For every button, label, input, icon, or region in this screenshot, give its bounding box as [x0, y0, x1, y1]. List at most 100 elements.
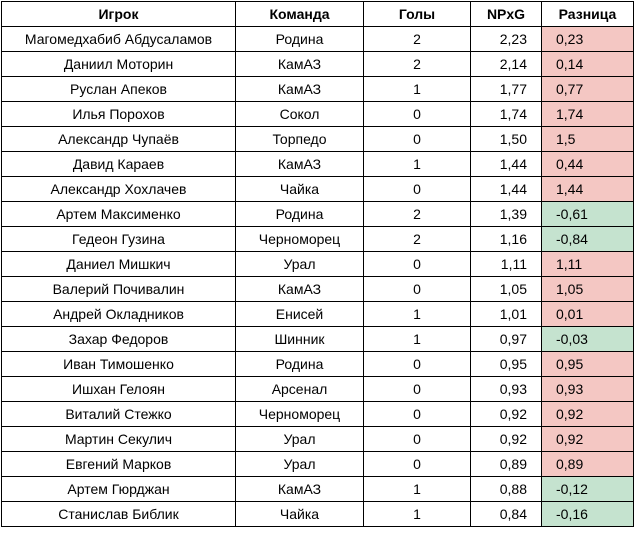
header-team: Команда [235, 1, 364, 27]
cell-npxg: 0,84 [470, 501, 542, 527]
cell-team: Торпедо [235, 126, 364, 152]
cell-player: Артем Максименко [1, 201, 236, 227]
cell-team: Урал [235, 426, 364, 452]
cell-diff: 0,44 [541, 151, 634, 177]
cell-diff: -0,16 [541, 501, 634, 527]
cell-diff: 0,93 [541, 376, 634, 402]
cell-diff: 1,74 [541, 101, 634, 127]
table-row: Иван Тимошенко Родина 0 0,95 0,95 [1, 351, 634, 377]
cell-diff: 1,05 [541, 276, 634, 302]
cell-player: Валерий Почивалин [1, 276, 236, 302]
table-row: Гедеон Гузина Черноморец 2 1,16 -0,84 [1, 226, 634, 252]
cell-goals: 0 [363, 276, 471, 302]
cell-goals: 0 [363, 351, 471, 377]
cell-goals: 2 [363, 226, 471, 252]
cell-goals: 1 [363, 76, 471, 102]
cell-npxg: 1,01 [470, 301, 542, 327]
cell-npxg: 1,44 [470, 151, 542, 177]
cell-team: Шинник [235, 326, 364, 352]
cell-diff: 0,92 [541, 426, 634, 452]
cell-team: Чайка [235, 176, 364, 202]
cell-team: Чайка [235, 501, 364, 527]
cell-npxg: 1,16 [470, 226, 542, 252]
cell-npxg: 1,74 [470, 101, 542, 127]
cell-player: Даниил Моторин [1, 51, 236, 77]
cell-player: Ишхан Гелоян [1, 376, 236, 402]
header-player: Игрок [1, 1, 236, 27]
cell-goals: 0 [363, 401, 471, 427]
cell-goals: 2 [363, 51, 471, 77]
cell-goals: 0 [363, 376, 471, 402]
npxg-table: Игрок Команда Голы NPxG Разница Магомедх… [1, 1, 634, 527]
cell-player: Виталий Стежко [1, 401, 236, 427]
cell-goals: 2 [363, 26, 471, 52]
cell-goals: 2 [363, 201, 471, 227]
cell-team: Енисей [235, 301, 364, 327]
cell-team: КамАЗ [235, 276, 364, 302]
cell-player: Гедеон Гузина [1, 226, 236, 252]
table-row: Артем Максименко Родина 2 1,39 -0,61 [1, 201, 634, 227]
table-row: Валерий Почивалин КамАЗ 0 1,05 1,05 [1, 276, 634, 302]
cell-goals: 0 [363, 101, 471, 127]
cell-npxg: 0,93 [470, 376, 542, 402]
cell-goals: 1 [363, 301, 471, 327]
table-row: Артем Гюрджан КамАЗ 1 0,88 -0,12 [1, 476, 634, 502]
cell-team: Родина [235, 201, 364, 227]
header-goals: Голы [363, 1, 471, 27]
table-row: Захар Федоров Шинник 1 0,97 -0,03 [1, 326, 634, 352]
cell-npxg: 0,88 [470, 476, 542, 502]
cell-diff: -0,12 [541, 476, 634, 502]
cell-npxg: 1,77 [470, 76, 542, 102]
table-body: Магомедхабиб Абдусаламов Родина 2 2,23 0,23 Д… [1, 26, 634, 527]
cell-diff: 1,11 [541, 251, 634, 277]
cell-goals: 1 [363, 476, 471, 502]
cell-npxg: 0,89 [470, 451, 542, 477]
cell-npxg: 0,92 [470, 401, 542, 427]
cell-team: Родина [235, 351, 364, 377]
cell-npxg: 1,50 [470, 126, 542, 152]
cell-diff: 1,44 [541, 176, 634, 202]
cell-npxg: 1,39 [470, 201, 542, 227]
cell-diff: -0,03 [541, 326, 634, 352]
cell-goals: 1 [363, 151, 471, 177]
table-row: Ишхан Гелоян Арсенал 0 0,93 0,93 [1, 376, 634, 402]
cell-npxg: 2,14 [470, 51, 542, 77]
cell-npxg: 2,23 [470, 26, 542, 52]
cell-team: Черноморец [235, 401, 364, 427]
cell-team: КамАЗ [235, 476, 364, 502]
cell-team: Родина [235, 26, 364, 52]
cell-npxg: 0,92 [470, 426, 542, 452]
cell-player: Евгений Марков [1, 451, 236, 477]
cell-npxg: 0,97 [470, 326, 542, 352]
cell-player: Илья Порохов [1, 101, 236, 127]
cell-player: Даниел Мишкич [1, 251, 236, 277]
table-row: Андрей Окладников Енисей 1 1,01 0,01 [1, 301, 634, 327]
cell-team: Черноморец [235, 226, 364, 252]
cell-diff: 0,14 [541, 51, 634, 77]
cell-diff: 0,01 [541, 301, 634, 327]
cell-goals: 0 [363, 251, 471, 277]
table-row: Магомедхабиб Абдусаламов Родина 2 2,23 0,23 [1, 26, 634, 52]
table-row: Станислав Библик Чайка 1 0,84 -0,16 [1, 501, 634, 527]
cell-player: Иван Тимошенко [1, 351, 236, 377]
cell-team: КамАЗ [235, 76, 364, 102]
table-row: Александр Чупаёв Торпедо 0 1,50 1,5 [1, 126, 634, 152]
cell-npxg: 1,44 [470, 176, 542, 202]
header-npxg: NPxG [470, 1, 542, 27]
cell-player: Андрей Окладников [1, 301, 236, 327]
table-row: Давид Караев КамАЗ 1 1,44 0,44 [1, 151, 634, 177]
cell-player: Артем Гюрджан [1, 476, 236, 502]
cell-goals: 0 [363, 426, 471, 452]
cell-player: Станислав Библик [1, 501, 236, 527]
cell-team: КамАЗ [235, 51, 364, 77]
table-row: Даниил Моторин КамАЗ 2 2,14 0,14 [1, 51, 634, 77]
cell-team: КамАЗ [235, 151, 364, 177]
cell-diff: 0,89 [541, 451, 634, 477]
cell-player: Давид Караев [1, 151, 236, 177]
cell-team: Арсенал [235, 376, 364, 402]
cell-diff: -0,61 [541, 201, 634, 227]
cell-diff: 0,95 [541, 351, 634, 377]
cell-diff: 1,5 [541, 126, 634, 152]
header-row: Игрок Команда Голы NPxG Разница [1, 1, 634, 27]
cell-diff: 0,92 [541, 401, 634, 427]
